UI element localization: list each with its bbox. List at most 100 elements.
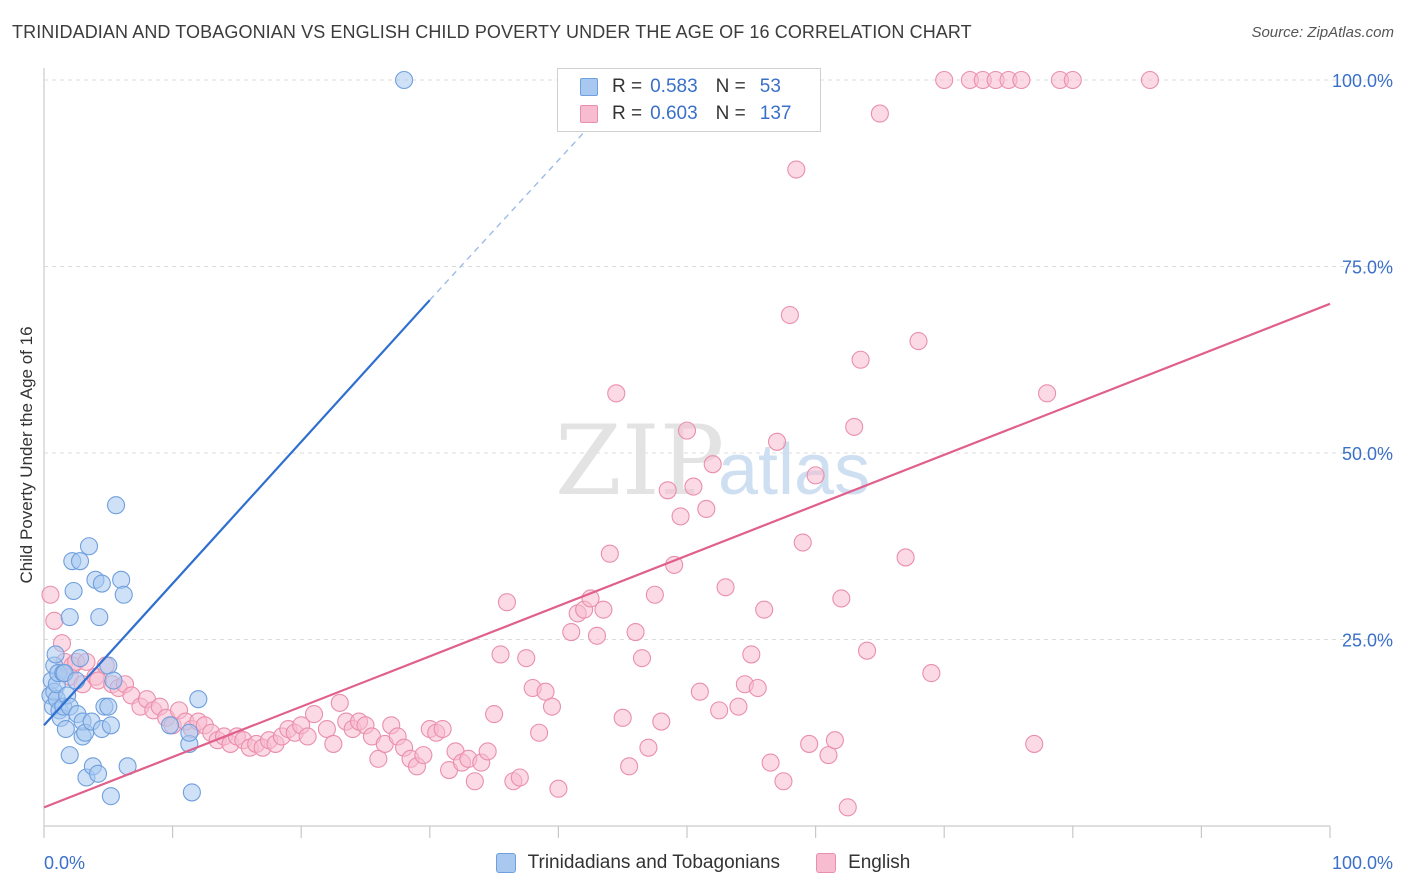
trinidadian-point: [114, 585, 133, 604]
trinidadian-point: [79, 537, 99, 556]
english-point: [639, 738, 658, 757]
english-point: [825, 731, 844, 750]
english-point: [1038, 384, 1057, 403]
legend-item-english[interactable]: English: [816, 852, 910, 874]
legend-row-trinidadian: R = 0.583 N = 53: [580, 74, 781, 100]
english-point: [652, 712, 671, 731]
english-point: [780, 305, 799, 325]
trinidadian-point: [180, 723, 199, 742]
english-point: [793, 533, 812, 552]
english-point: [587, 626, 607, 645]
watermark-atlas: atlas: [718, 430, 870, 510]
r-label: R =: [612, 76, 643, 97]
trinidadian-point: [88, 764, 108, 783]
blue-swatch: [495, 853, 516, 873]
trinidadian-point: [104, 671, 123, 690]
r-value: 0.583: [650, 76, 698, 97]
english-point: [690, 682, 709, 701]
english-point: [45, 611, 64, 630]
english-point: [1140, 70, 1160, 90]
english-point: [305, 705, 324, 724]
trinidadian-point: [101, 787, 120, 806]
legend-item-trinidadian[interactable]: Trinidadians and Tobagonians: [495, 852, 781, 874]
english-point: [330, 693, 349, 712]
x-tick-label-max: 100.0%: [1332, 853, 1393, 873]
english-point: [729, 697, 748, 716]
english-point: [549, 779, 568, 798]
trinidadian-point: [56, 719, 75, 739]
english-point: [909, 332, 928, 351]
trinidadian-point: [64, 581, 83, 601]
trinidadian-point: [106, 496, 126, 515]
english-point: [465, 772, 484, 791]
english-point: [542, 697, 562, 716]
english-point: [935, 70, 954, 90]
english-point: [716, 578, 735, 597]
grid-lines: [44, 79, 1392, 640]
english-point: [697, 499, 716, 519]
legend-label-english: English: [848, 852, 911, 873]
english-point: [838, 798, 857, 817]
english-point: [819, 746, 838, 765]
english-point: [787, 160, 806, 179]
english-point: [832, 589, 851, 608]
english-point: [684, 477, 703, 496]
stats-legend: R = 0.583 N = 53 R = 0.603 N = 137: [557, 68, 821, 132]
trinidadian-trend-line: [43, 299, 431, 727]
legend-row-english: R = 0.603 N = 137: [580, 101, 791, 127]
english-point: [626, 622, 645, 642]
english-point: [755, 600, 774, 619]
english-point: [645, 585, 664, 604]
y-tick-label: 25.0%: [1342, 631, 1393, 651]
english-point: [369, 749, 388, 768]
english-point: [1063, 70, 1082, 90]
trinidadian-point: [92, 574, 111, 593]
english-point: [845, 417, 864, 436]
english-point: [530, 723, 549, 742]
trinidadian-point: [60, 608, 79, 627]
english-point: [658, 481, 677, 500]
english-point: [317, 719, 336, 739]
n-label: N =: [715, 76, 746, 97]
trinidadian-point: [189, 690, 208, 709]
english-point: [497, 593, 517, 612]
english-trend-line: [43, 302, 1331, 809]
r-label: R =: [612, 103, 643, 124]
legend-label-trinidadian: Trinidadians and Tobagonians: [527, 852, 781, 873]
english-point: [922, 664, 941, 683]
english-point: [1012, 70, 1031, 90]
english-point: [562, 622, 581, 642]
english-point: [1025, 734, 1044, 753]
n-value: 53: [759, 76, 781, 97]
trinidadian-point: [112, 570, 131, 589]
english-point: [607, 384, 626, 403]
english-point: [433, 719, 452, 739]
n-label: N =: [715, 103, 746, 124]
english-point: [742, 645, 761, 664]
english-point: [510, 768, 529, 787]
trinidadian-point: [70, 649, 90, 668]
english-point: [857, 641, 877, 660]
trinidadian-point: [182, 783, 201, 802]
trinidadian-point: [99, 697, 118, 716]
n-value: 137: [759, 103, 792, 124]
english-point: [613, 708, 632, 727]
english-point: [485, 705, 504, 724]
english-point: [800, 734, 819, 753]
english-point: [414, 746, 433, 765]
x-tick-label-min: 0.0%: [44, 853, 85, 873]
english-points: [41, 70, 1160, 817]
english-point: [870, 104, 889, 123]
y-axis-label: Child Poverty Under the Age of 16: [17, 326, 36, 583]
english-point: [703, 455, 722, 474]
english-point: [774, 772, 793, 791]
english-point: [748, 678, 767, 698]
english-point: [896, 548, 915, 567]
english-point: [767, 432, 787, 451]
english-point: [478, 742, 497, 761]
trinidadian-point: [70, 552, 90, 571]
trinidadian-point: [395, 70, 414, 90]
english-point: [806, 466, 825, 485]
trinidadian-point: [160, 716, 180, 735]
